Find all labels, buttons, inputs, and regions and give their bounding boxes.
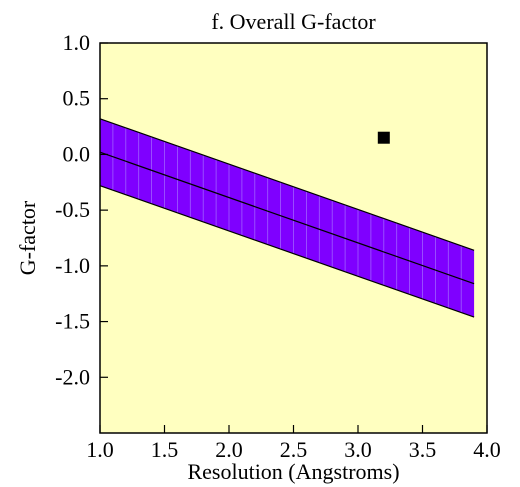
y-tick-label: -1.5 — [55, 309, 90, 334]
y-tick-label: 0.0 — [63, 141, 91, 166]
x-axis-title: Resolution (Angstroms) — [187, 459, 399, 484]
x-tick-label: 2.5 — [280, 437, 308, 462]
trend-lines — [99, 118, 475, 318]
y-tick-label: -2.0 — [55, 364, 90, 389]
x-tick-label: 4.0 — [473, 437, 501, 462]
y-tick-label: -1.0 — [55, 253, 90, 278]
data-points — [377, 131, 390, 144]
x-tick-label: 1.5 — [151, 437, 179, 462]
y-tick-label: 0.5 — [63, 86, 91, 111]
x-tick-label: 3.5 — [409, 437, 437, 462]
regression-line — [99, 151, 475, 285]
x-tick-label: 3.0 — [344, 437, 372, 462]
chart-title: f. Overall G-factor — [211, 9, 376, 34]
x-tick-label: 1.0 — [86, 437, 114, 462]
y-tick-label: -0.5 — [55, 197, 90, 222]
axes: 1.0 1.5 2.0 2.5 3.0 3.5 4.0 1.0 0.5 0.0 -0.5 -1.0 -1… — [55, 30, 501, 462]
x-tick-label: 2.0 — [215, 437, 243, 462]
data-point — [377, 131, 390, 144]
y-axis-title: G-factor — [15, 200, 40, 275]
y-tick-label: 1.0 — [63, 30, 91, 55]
band-upper-line — [99, 118, 475, 251]
band-lower-line — [99, 185, 475, 318]
